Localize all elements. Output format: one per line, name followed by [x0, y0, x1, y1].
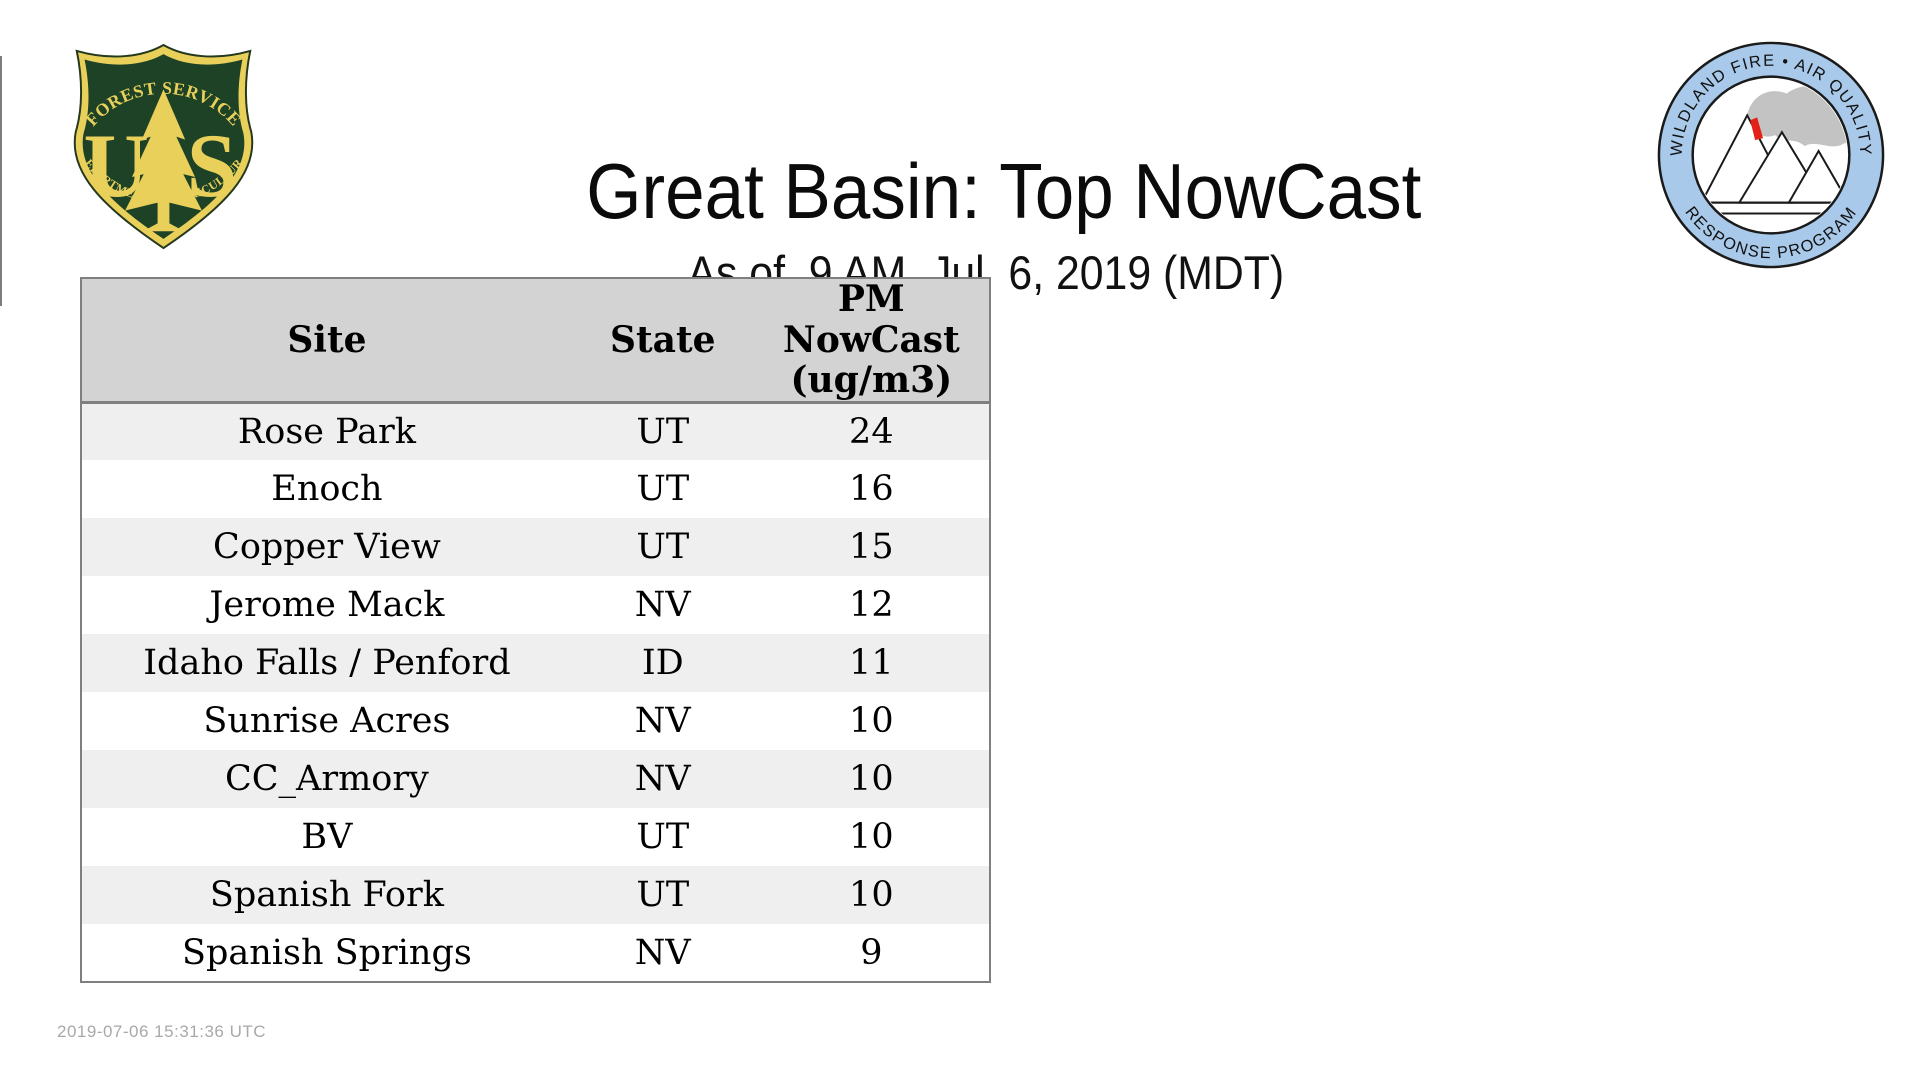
value-cell: 16	[849, 469, 894, 509]
value-cell: 10	[849, 817, 894, 857]
table-row: Spanish Fork UT 10	[81, 866, 990, 924]
site-cell: Copper View	[213, 527, 441, 567]
value-cell: 12	[849, 585, 894, 625]
site-cell: Jerome Mack	[209, 585, 445, 625]
page-subtitle: As of 9 AM, Jul 6, 2019 (MDT)	[0, 189, 1920, 358]
value-cell: 10	[849, 701, 894, 741]
value-cell: 9	[860, 932, 883, 973]
state-cell: UT	[636, 469, 690, 509]
table-header-row: Site State PM NowCast (ug/m3)	[81, 278, 990, 402]
screen-edge-artifact	[0, 56, 2, 306]
column-header-pm-nowcast: PM NowCast (ug/m3)	[754, 278, 990, 402]
table-row: BV UT 10	[81, 808, 990, 866]
state-cell: UT	[636, 875, 690, 915]
nowcast-table: Site State PM NowCast (ug/m3) Rose Park …	[80, 277, 991, 983]
site-cell: Spanish Fork	[209, 875, 444, 915]
flame-icon	[1750, 117, 1764, 141]
page-title-text: Great Basin: Top NowCast	[585, 146, 1421, 235]
value-cell: 24	[849, 411, 894, 452]
table-row: Enoch UT 16	[81, 460, 990, 518]
state-cell: NV	[634, 759, 691, 799]
state-cell: UT	[636, 817, 690, 857]
site-cell: CC_Armory	[225, 759, 429, 799]
site-cell: Idaho Falls / Penford	[143, 643, 511, 683]
site-cell: BV	[301, 817, 353, 857]
site-cell: Sunrise Acres	[203, 701, 451, 741]
table-row: Spanish Springs NV 9	[81, 924, 990, 982]
value-cell: 15	[849, 527, 894, 567]
state-cell: NV	[634, 701, 691, 741]
generated-timestamp: 2019-07-06 15:31:36 UTC	[57, 1022, 267, 1041]
wfaqrp-logo-icon: WILDLAND FIRE • AIR QUALITY RESPONSE PRO…	[1657, 41, 1885, 269]
table-row: Sunrise Acres NV 10	[81, 692, 990, 750]
value-cell: 11	[849, 643, 894, 683]
table-row: Rose Park UT 24	[81, 402, 990, 460]
pm-header-line2: NowCast	[782, 318, 960, 361]
state-cell: ID	[641, 643, 684, 683]
table-row: Copper View UT 15	[81, 518, 990, 576]
value-cell: 10	[849, 875, 894, 915]
site-cell: Enoch	[271, 469, 383, 509]
pm-header-line1: PM	[837, 278, 905, 321]
site-cell: Rose Park	[237, 411, 416, 452]
page-title: Great Basin: Top NowCast	[0, 57, 1920, 326]
forest-service-logo-icon: FOREST SERVICE DEPARTMENT OF AGRICULTURE…	[60, 38, 254, 250]
state-cell: NV	[634, 585, 691, 625]
table-row: CC_Armory NV 10	[81, 750, 990, 808]
state-cell: NV	[634, 932, 691, 973]
table-row: Idaho Falls / Penford ID 11	[81, 634, 990, 692]
site-cell: Spanish Springs	[182, 932, 472, 973]
pm-header-line3: (ug/m3)	[790, 358, 953, 401]
state-cell: UT	[636, 411, 690, 452]
table-row: Jerome Mack NV 12	[81, 576, 990, 634]
column-header-site: Site	[287, 318, 367, 361]
state-cell: UT	[636, 527, 690, 567]
value-cell: 10	[849, 759, 894, 799]
column-header-state: State	[610, 318, 716, 361]
page-subtitle-text: As of 9 AM, Jul 6, 2019 (MDT)	[687, 246, 1285, 300]
pine-tree-icon	[125, 89, 202, 232]
